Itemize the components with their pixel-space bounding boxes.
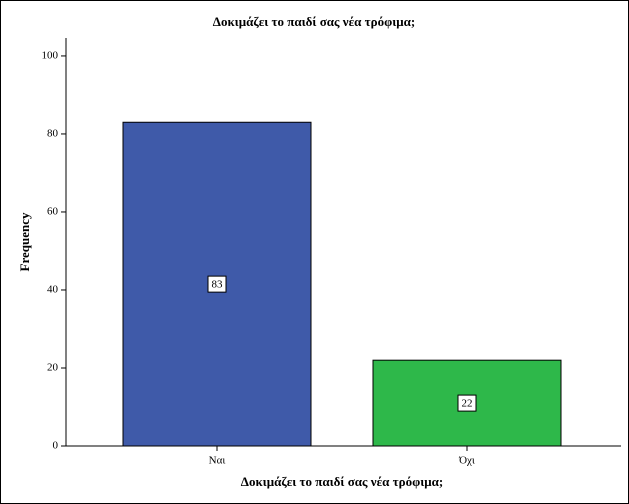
chart-title: Δοκιμάζει το παιδί σας νέα τρόφιμα; [213,14,415,29]
y-tick-label: 0 [53,440,59,452]
y-tick-label: 20 [47,362,59,374]
value-label: 22 [462,398,473,410]
value-label: 83 [212,279,224,291]
x-tick-label: Ναι [209,455,226,467]
value-label-box [207,275,227,293]
y-tick-label: 80 [47,127,59,139]
value-label-box [457,394,477,412]
x-axis-label: Δοκιμάζει το παιδί σας νέα τρόφιμα; [241,474,443,489]
y-tick-label: 60 [47,205,59,217]
y-axis-label: Frequency [17,212,32,271]
y-tick-label: 40 [47,284,59,296]
x-tick-label: Όχι [458,455,475,467]
y-tick-label: 100 [42,49,59,61]
